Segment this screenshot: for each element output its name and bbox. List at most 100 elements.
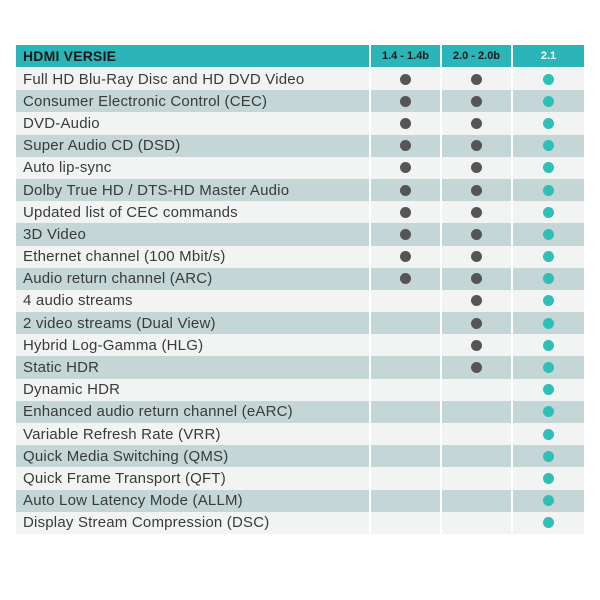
supported-dot-icon bbox=[400, 228, 411, 240]
table-row: DVD-Audio bbox=[16, 112, 584, 135]
feature-label: Ethernet channel (100 Mbit/s) bbox=[16, 245, 371, 268]
support-cell-v20 bbox=[442, 334, 513, 357]
table-row: Ethernet channel (100 Mbit/s) bbox=[16, 245, 584, 268]
table-row: Quick Media Switching (QMS) bbox=[16, 445, 584, 468]
support-cell-v21 bbox=[513, 245, 584, 268]
support-cell-v20 bbox=[442, 245, 513, 268]
support-cell-v21 bbox=[513, 312, 584, 335]
support-cell-v14 bbox=[371, 134, 442, 157]
support-cell-v14 bbox=[371, 467, 442, 490]
header-column-2-0: 2.0 - 2.0b bbox=[442, 45, 513, 67]
supported-dot-icon bbox=[471, 73, 482, 85]
support-cell-v21 bbox=[513, 201, 584, 224]
supported-dot-icon bbox=[471, 117, 482, 129]
supported-dot-icon bbox=[543, 295, 554, 307]
support-cell-v14 bbox=[371, 489, 442, 512]
feature-label: Quick Frame Transport (QFT) bbox=[16, 467, 371, 490]
support-cell-v20 bbox=[442, 511, 513, 534]
table-row: Super Audio CD (DSD) bbox=[16, 134, 584, 157]
hdmi-version-table: HDMI VERSIE 1.4 - 1.4b 2.0 - 2.0b 2.1 Fu… bbox=[16, 45, 584, 534]
support-cell-v14 bbox=[371, 400, 442, 423]
header-column-1-4: 1.4 - 1.4b bbox=[371, 45, 442, 67]
table-row: Auto lip-sync bbox=[16, 156, 584, 179]
feature-label: Dynamic HDR bbox=[16, 378, 371, 401]
feature-label: Quick Media Switching (QMS) bbox=[16, 445, 371, 468]
feature-label: Auto Low Latency Mode (ALLM) bbox=[16, 489, 371, 512]
feature-label: 2 video streams (Dual View) bbox=[16, 312, 371, 335]
feature-label: Audio return channel (ARC) bbox=[16, 267, 371, 290]
table-row: Updated list of CEC commands bbox=[16, 201, 584, 224]
supported-dot-icon bbox=[471, 95, 482, 107]
header-title: HDMI VERSIE bbox=[16, 45, 371, 67]
supported-dot-icon bbox=[543, 162, 554, 174]
supported-dot-icon bbox=[471, 162, 482, 174]
support-cell-v14 bbox=[371, 511, 442, 534]
supported-dot-icon bbox=[400, 184, 411, 196]
feature-label: Enhanced audio return channel (eARC) bbox=[16, 400, 371, 423]
support-cell-v20 bbox=[442, 112, 513, 135]
supported-dot-icon bbox=[543, 406, 554, 418]
supported-dot-icon bbox=[543, 362, 554, 374]
support-cell-v21 bbox=[513, 334, 584, 357]
table-row: 4 audio streams bbox=[16, 289, 584, 313]
support-cell-v20 bbox=[442, 312, 513, 335]
support-cell-v21 bbox=[513, 289, 584, 313]
support-cell-v20 bbox=[442, 178, 513, 202]
supported-dot-icon bbox=[543, 228, 554, 240]
table-row: Quick Frame Transport (QFT) bbox=[16, 467, 584, 490]
support-cell-v20 bbox=[442, 445, 513, 468]
support-cell-v20 bbox=[442, 400, 513, 423]
feature-label: 3D Video bbox=[16, 223, 371, 246]
supported-dot-icon bbox=[471, 228, 482, 240]
support-cell-v21 bbox=[513, 90, 584, 113]
table-row: Display Stream Compression (DSC) bbox=[16, 511, 584, 534]
supported-dot-icon bbox=[471, 362, 482, 374]
feature-label: Super Audio CD (DSD) bbox=[16, 134, 371, 157]
supported-dot-icon bbox=[471, 206, 482, 218]
support-cell-v21 bbox=[513, 445, 584, 468]
support-cell-v14 bbox=[371, 68, 442, 91]
supported-dot-icon bbox=[543, 73, 554, 85]
supported-dot-icon bbox=[543, 339, 554, 351]
supported-dot-icon bbox=[543, 140, 554, 152]
header-column-2-1: 2.1 bbox=[513, 45, 584, 67]
feature-label: Updated list of CEC commands bbox=[16, 201, 371, 224]
support-cell-v14 bbox=[371, 312, 442, 335]
support-cell-v21 bbox=[513, 511, 584, 534]
support-cell-v21 bbox=[513, 223, 584, 246]
feature-label: Static HDR bbox=[16, 356, 371, 379]
support-cell-v14 bbox=[371, 445, 442, 468]
table-row: Dynamic HDR bbox=[16, 378, 584, 401]
feature-label: Dolby True HD / DTS-HD Master Audio bbox=[16, 178, 371, 202]
feature-label: Hybrid Log-Gamma (HLG) bbox=[16, 334, 371, 357]
supported-dot-icon bbox=[543, 206, 554, 218]
supported-dot-icon bbox=[543, 117, 554, 129]
supported-dot-icon bbox=[471, 295, 482, 307]
table-row: Hybrid Log-Gamma (HLG) bbox=[16, 334, 584, 357]
support-cell-v20 bbox=[442, 489, 513, 512]
feature-label: Variable Refresh Rate (VRR) bbox=[16, 423, 371, 446]
support-cell-v20 bbox=[442, 423, 513, 446]
support-cell-v20 bbox=[442, 68, 513, 91]
supported-dot-icon bbox=[543, 450, 554, 462]
support-cell-v21 bbox=[513, 489, 584, 512]
table-row: 2 video streams (Dual View) bbox=[16, 312, 584, 335]
supported-dot-icon bbox=[543, 495, 554, 507]
support-cell-v20 bbox=[442, 156, 513, 179]
support-cell-v14 bbox=[371, 356, 442, 379]
support-cell-v14 bbox=[371, 156, 442, 179]
table-row: Enhanced audio return channel (eARC) bbox=[16, 400, 584, 423]
support-cell-v14 bbox=[371, 178, 442, 202]
support-cell-v21 bbox=[513, 467, 584, 490]
supported-dot-icon bbox=[543, 428, 554, 440]
support-cell-v14 bbox=[371, 378, 442, 401]
support-cell-v14 bbox=[371, 201, 442, 224]
support-cell-v20 bbox=[442, 356, 513, 379]
support-cell-v21 bbox=[513, 178, 584, 202]
supported-dot-icon bbox=[543, 317, 554, 329]
feature-label: Display Stream Compression (DSC) bbox=[16, 511, 371, 534]
support-cell-v20 bbox=[442, 90, 513, 113]
supported-dot-icon bbox=[471, 339, 482, 351]
support-cell-v21 bbox=[513, 400, 584, 423]
supported-dot-icon bbox=[400, 140, 411, 152]
